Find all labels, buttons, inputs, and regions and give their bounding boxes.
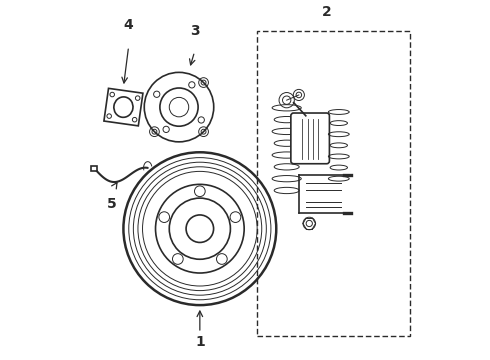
Bar [104,88,143,126]
Bar [257,31,410,336]
Text: 2: 2 [322,5,332,18]
FancyBboxPatch shape [291,113,329,164]
Text: 1: 1 [195,334,205,348]
Text: 3: 3 [190,24,199,38]
Text: 5: 5 [106,197,116,211]
Text: 4: 4 [124,18,133,32]
Bar [91,166,97,171]
